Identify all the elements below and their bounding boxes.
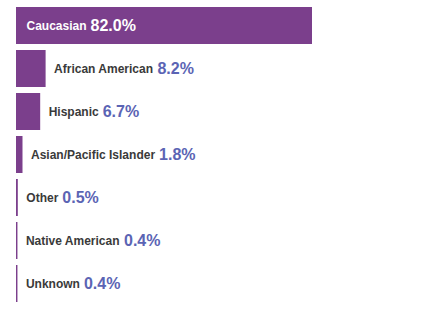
svg-text:Caucasian: Caucasian [27, 19, 87, 33]
svg-text:6.7%: 6.7% [103, 103, 139, 120]
svg-text:0.4%: 0.4% [84, 275, 120, 292]
svg-text:Asian/Pacific Islander: Asian/Pacific Islander [31, 148, 155, 162]
svg-text:Hispanic: Hispanic [49, 105, 99, 119]
svg-text:African American: African American [54, 62, 153, 76]
svg-text:Other: Other [26, 191, 58, 205]
svg-text:0.4%: 0.4% [124, 232, 160, 249]
svg-text:8.2%: 8.2% [157, 60, 193, 77]
svg-text:Native American: Native American [26, 234, 120, 248]
svg-text:82.0%: 82.0% [91, 17, 136, 34]
svg-text:1.8%: 1.8% [159, 146, 195, 163]
svg-text:0.5%: 0.5% [62, 189, 98, 206]
svg-text:Unknown: Unknown [26, 277, 80, 291]
